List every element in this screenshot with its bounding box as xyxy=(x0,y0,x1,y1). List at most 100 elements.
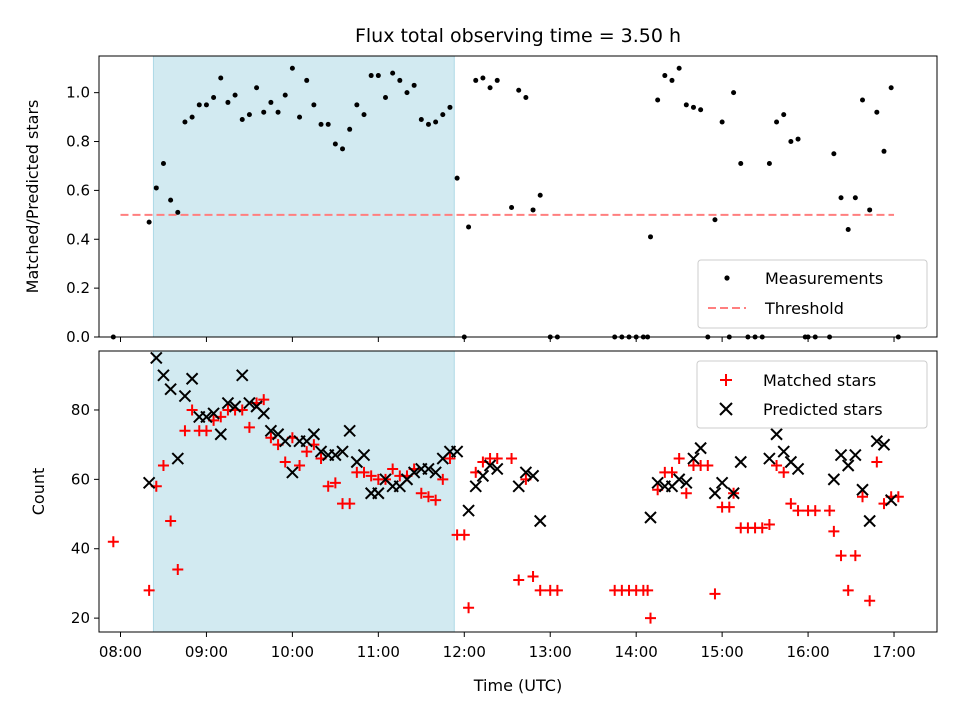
measurement-point xyxy=(311,102,317,108)
predicted-point xyxy=(185,372,199,385)
y-tick-label: 0.0 xyxy=(66,328,90,346)
measurement-point xyxy=(466,224,472,230)
legend-matched-marker xyxy=(720,374,732,386)
predicted-point xyxy=(856,483,869,496)
chart-title: Flux total observing time = 3.50 h xyxy=(355,25,681,47)
matched-point xyxy=(387,463,399,475)
matched-point xyxy=(763,518,775,530)
matched-point xyxy=(680,487,692,499)
measurement-point xyxy=(289,65,295,71)
matched-point xyxy=(444,453,456,465)
predicted-point xyxy=(372,487,385,500)
matched-point xyxy=(143,584,155,596)
matched-point xyxy=(702,459,714,471)
predicted-point xyxy=(491,462,504,476)
measurement-point xyxy=(160,161,166,167)
matched-point xyxy=(506,453,518,465)
matched-point xyxy=(179,425,191,437)
predicted-point xyxy=(450,445,464,458)
predicted-point xyxy=(476,469,490,483)
predicted-point xyxy=(727,487,740,500)
measurement-point xyxy=(153,185,159,191)
measurement-point xyxy=(261,109,267,115)
predicted-point xyxy=(228,400,242,413)
y-tick-label: 0.4 xyxy=(66,230,90,248)
measurement-point xyxy=(146,219,152,225)
measurement-point xyxy=(246,112,252,118)
matched-point xyxy=(365,470,377,482)
measurement-point xyxy=(523,95,529,101)
measurement-point xyxy=(361,112,367,118)
legend-measurements-label: Measurements xyxy=(765,269,883,288)
matched-point xyxy=(842,584,854,596)
measurement-point xyxy=(738,161,744,167)
predicted-point xyxy=(236,369,249,382)
matched-point xyxy=(828,525,840,537)
measurement-point xyxy=(669,77,675,83)
predicted-point xyxy=(462,504,475,517)
measurement-point xyxy=(774,119,780,125)
y-tick-label: 0.2 xyxy=(66,279,90,297)
matched-point xyxy=(200,425,212,437)
top-legend-box xyxy=(697,259,928,329)
measurement-point xyxy=(860,97,866,103)
predicted-point xyxy=(644,511,657,524)
measurement-point xyxy=(168,197,174,203)
measurement-point xyxy=(203,102,209,108)
matched-point xyxy=(165,515,177,527)
predicted-point xyxy=(533,514,547,528)
predicted-point xyxy=(694,441,707,455)
predicted-point xyxy=(142,476,156,490)
top-plot-frame xyxy=(98,55,938,338)
measurement-point xyxy=(254,85,260,91)
matched-point xyxy=(673,453,685,465)
measurement-point xyxy=(454,175,460,181)
matched-point xyxy=(709,588,721,600)
measurement-point xyxy=(425,121,431,127)
matched-point xyxy=(809,505,821,517)
measurement-point xyxy=(447,104,453,110)
predicted-point xyxy=(777,445,790,458)
bottom-legend: Matched stars Predicted stars xyxy=(696,360,928,429)
measurement-point xyxy=(375,73,381,79)
measurement-point xyxy=(225,99,231,105)
measurement-point xyxy=(218,75,224,81)
measurement-point xyxy=(509,204,515,210)
predicted-point xyxy=(243,396,256,410)
measurement-point xyxy=(182,119,188,125)
matched-point xyxy=(871,456,883,468)
predicted-point xyxy=(307,428,321,441)
measurement-point xyxy=(648,234,654,240)
matched-point xyxy=(864,595,876,607)
predicted-point xyxy=(512,480,525,493)
matched-point xyxy=(463,602,475,614)
measurement-point xyxy=(297,114,303,120)
legend-predicted-marker xyxy=(719,402,733,416)
predicted-point xyxy=(336,445,349,458)
measurement-point xyxy=(487,85,493,91)
measurement-point xyxy=(390,70,396,76)
measurement-point xyxy=(698,107,704,113)
predicted-point xyxy=(429,466,442,479)
measurement-point xyxy=(888,85,894,91)
measurement-point xyxy=(788,139,794,145)
matched-point xyxy=(172,564,184,576)
measurement-point xyxy=(838,195,844,201)
matched-point xyxy=(534,584,546,596)
predicted-point xyxy=(680,476,693,490)
predicted-point xyxy=(171,452,184,465)
measurement-point xyxy=(494,77,500,83)
bottom-legend-box xyxy=(696,360,928,429)
matched-point xyxy=(157,459,169,471)
y-tick-label: 0.8 xyxy=(66,133,90,151)
predicted-point xyxy=(734,455,747,469)
measurement-point xyxy=(196,102,202,108)
x-tick-label: 09:00 xyxy=(185,643,228,661)
matched-point xyxy=(666,466,678,478)
measurement-point xyxy=(712,217,718,223)
measurement-point xyxy=(433,119,439,125)
predicted-point xyxy=(264,424,278,437)
predicted-point xyxy=(651,476,664,490)
top-legend: Measurements Threshold xyxy=(697,259,928,329)
predicted-point xyxy=(849,448,862,462)
